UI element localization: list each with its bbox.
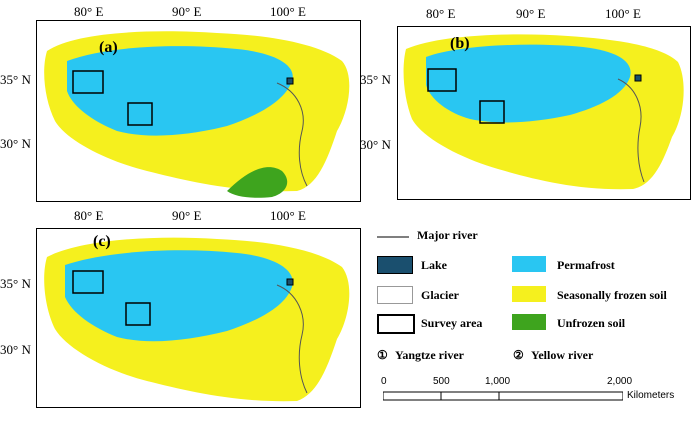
legend-seasonal-swatch [512, 286, 546, 302]
legend-glacier: Glacier [421, 288, 459, 302]
legend-yellow: Yellow river [531, 348, 594, 362]
map-c [44, 237, 350, 402]
panel-a: (a) [36, 20, 361, 202]
legend-yangtze-mark: ① [377, 348, 388, 362]
survey-area-c1 [72, 270, 104, 294]
legend-permafrost-swatch [512, 256, 546, 272]
panel-label-a: (a) [99, 39, 118, 56]
legend-survey-area: Survey area [421, 316, 483, 330]
scale-tick-2000: 2,000 [607, 376, 633, 387]
lake-b [634, 74, 642, 82]
river-b [617, 78, 645, 183]
legend-unfrozen-swatch [512, 314, 546, 330]
legend-seasonal: Seasonally frozen soil [557, 288, 667, 302]
scale-tick-0: 0 [381, 376, 387, 387]
lat-c-35: 35° N [0, 276, 31, 291]
lake-a [286, 77, 294, 85]
survey-area-b2 [479, 100, 505, 124]
lon-b-100: 100° E [605, 6, 641, 21]
legend-yellow-mark: ② [513, 348, 524, 362]
plateau-permafrost-a [67, 46, 293, 136]
legend-glacier-swatch [377, 286, 413, 304]
lon-a-100: 100° E [270, 4, 306, 19]
panel-label-c: (c) [93, 233, 111, 250]
lon-a-90: 90° E [172, 4, 202, 19]
lon-c-100: 100° E [270, 208, 306, 223]
legend-major-river: Major river [417, 228, 478, 242]
lat-b-30: 30° N [360, 137, 391, 152]
lake-c [286, 278, 294, 286]
plateau-permafrost-b [426, 44, 631, 123]
legend-lake: Lake [421, 258, 448, 272]
lon-b-80: 80° E [426, 6, 456, 21]
scale-bar [383, 391, 623, 401]
legend: Major river Lake Glacier Survey area Per… [377, 226, 677, 416]
survey-area-c2 [125, 302, 151, 326]
plateau-unfrozen-a [227, 167, 288, 198]
lat-a-30: 30° N [0, 136, 31, 151]
survey-area-b1 [427, 68, 457, 92]
lat-c-30: 30° N [0, 342, 31, 357]
legend-lake-swatch [377, 256, 413, 274]
scale-tick-500: 500 [433, 376, 450, 387]
lon-a-80: 80° E [74, 4, 104, 19]
lon-c-90: 90° E [172, 208, 202, 223]
lat-a-35: 35° N [0, 72, 31, 87]
plateau-permafrost-c [65, 250, 293, 342]
map-b [403, 34, 684, 190]
map-a [44, 31, 350, 198]
scale-tick-1000: 1,000 [485, 376, 511, 387]
legend-survey-swatch [377, 314, 415, 334]
scale-unit: Kilometers [627, 390, 675, 401]
legend-yangtze: Yangtze river [395, 348, 464, 362]
lon-c-80: 80° E [74, 208, 104, 223]
legend-river-swatch [377, 236, 409, 238]
legend-permafrost: Permafrost [557, 258, 615, 272]
survey-area-a2 [127, 102, 153, 126]
legend-unfrozen: Unfrozen soil [557, 316, 626, 330]
river-a [276, 82, 308, 187]
panel-c: (c) [36, 228, 361, 408]
panel-b: (b) [397, 26, 691, 200]
lon-b-90: 90° E [516, 6, 546, 21]
lat-b-35: 35° N [360, 72, 391, 87]
river-c [276, 284, 308, 394]
survey-area-a1 [72, 70, 104, 94]
panel-label-b: (b) [450, 35, 470, 52]
